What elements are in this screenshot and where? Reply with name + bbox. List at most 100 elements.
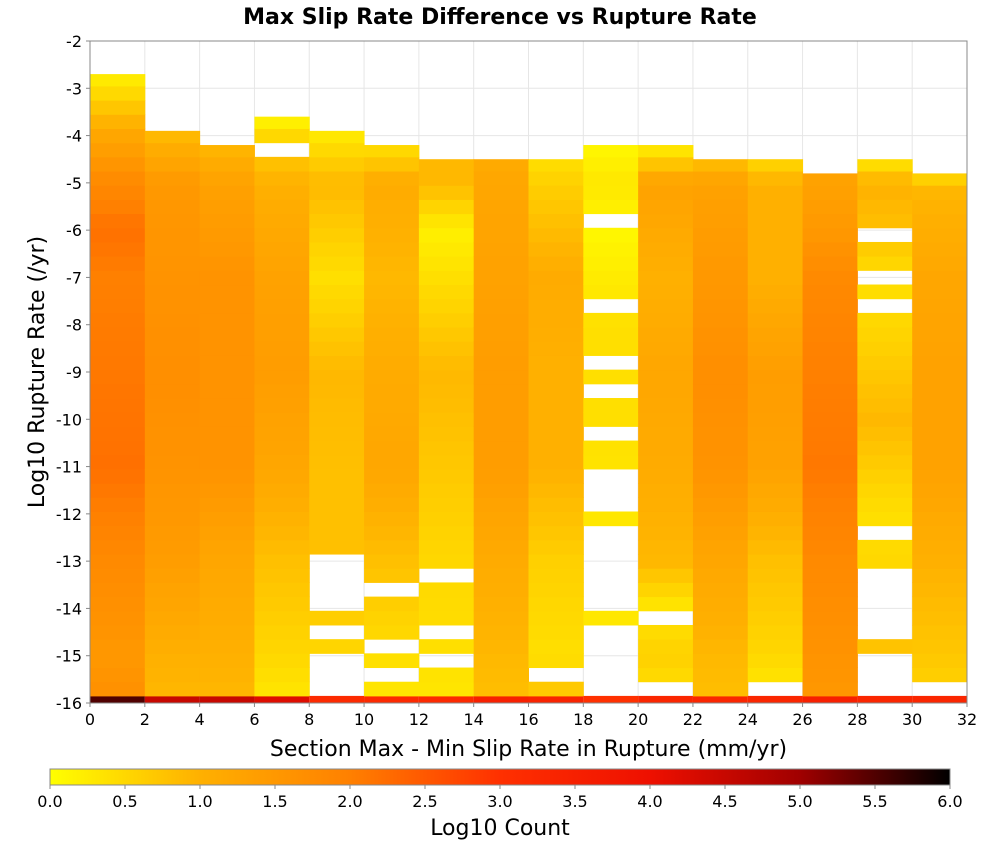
y-tick-label: -11 bbox=[56, 458, 82, 477]
heatmap-cell bbox=[144, 426, 201, 442]
heatmap-cell bbox=[418, 383, 475, 399]
heatmap-cell bbox=[802, 440, 858, 456]
heatmap-cell bbox=[309, 156, 365, 172]
heatmap-cell bbox=[418, 667, 475, 683]
heatmap-cell bbox=[90, 383, 146, 399]
heatmap-cell bbox=[144, 554, 201, 569]
heatmap-cell bbox=[857, 159, 913, 172]
heatmap-cell bbox=[144, 241, 201, 257]
heatmap-cell bbox=[144, 440, 201, 456]
colorbar-ticks: 0.0 0.5 1.0 1.5 2.0 2.5 3.0 3.5 4.0 4.5 5.0 5.5 6.0 bbox=[37, 785, 963, 811]
heatmap-cell bbox=[528, 525, 584, 541]
heatmap-cell bbox=[309, 171, 365, 186]
heatmap-cell bbox=[912, 653, 968, 669]
heatmap-cell bbox=[912, 539, 968, 555]
heatmap-cell bbox=[747, 270, 804, 286]
heatmap-cell bbox=[857, 199, 913, 215]
heatmap-cell bbox=[857, 398, 913, 413]
heatmap-cell bbox=[912, 369, 968, 385]
heatmap-cell bbox=[528, 159, 584, 172]
heatmap-cell bbox=[90, 114, 146, 129]
heatmap-cell bbox=[802, 610, 858, 626]
heatmap-cell bbox=[254, 497, 310, 512]
heatmap-cell bbox=[528, 568, 584, 583]
heatmap-cell bbox=[90, 355, 146, 371]
heatmap-cell bbox=[638, 568, 694, 583]
heatmap-cell bbox=[638, 312, 694, 328]
heatmap-cell bbox=[254, 241, 310, 257]
heatmap-cell bbox=[254, 681, 310, 697]
heatmap-cell bbox=[692, 554, 749, 569]
heatmap-cell bbox=[583, 412, 639, 427]
heatmap-cell bbox=[747, 213, 804, 229]
heatmap-cell bbox=[90, 270, 146, 286]
heatmap-cell bbox=[364, 525, 420, 541]
heatmap-cell bbox=[638, 298, 694, 314]
heatmap-cell bbox=[364, 695, 419, 703]
heatmap-cell bbox=[199, 241, 255, 257]
heatmap-cell bbox=[418, 213, 475, 229]
heatmap-cell bbox=[802, 468, 858, 484]
heatmap-cell bbox=[90, 85, 146, 101]
heatmap-cell bbox=[199, 327, 255, 342]
heatmap-cell bbox=[254, 426, 310, 442]
heatmap-cell bbox=[309, 369, 365, 385]
heatmap-cell bbox=[309, 497, 365, 512]
heatmap-cell bbox=[418, 426, 475, 442]
heatmap-cell bbox=[638, 412, 694, 427]
heatmap-cell bbox=[199, 369, 255, 385]
heatmap-cell bbox=[692, 383, 749, 399]
heatmap-cell bbox=[747, 596, 804, 612]
heatmap-cell bbox=[199, 145, 255, 158]
y-axis-label: Log10 Rupture Rate (/yr) bbox=[25, 236, 50, 508]
heatmap-cell bbox=[309, 454, 365, 470]
heatmap-cell bbox=[473, 454, 529, 470]
heatmap-cell bbox=[583, 440, 639, 456]
heatmap-cell bbox=[418, 454, 475, 470]
heatmap-cell bbox=[692, 511, 749, 527]
x-axis-ticks: 0 2 4 6 8 10 12 14 16 18 20 22 24 26 28 30 32 bbox=[85, 703, 977, 729]
heatmap-cell bbox=[254, 539, 310, 555]
heatmap-cell bbox=[309, 695, 365, 703]
heatmap-cell bbox=[309, 298, 365, 314]
heatmap-cell bbox=[583, 511, 639, 527]
colorbar-tick-label: 2.5 bbox=[412, 792, 437, 811]
heatmap-cell bbox=[90, 398, 146, 413]
heatmap-cell bbox=[747, 398, 804, 413]
heatmap-cell bbox=[418, 284, 475, 300]
heatmap-cell bbox=[912, 227, 968, 243]
heatmap-cell bbox=[199, 454, 255, 470]
heatmap-cell bbox=[473, 213, 529, 229]
heatmap-cell bbox=[199, 227, 255, 243]
heatmap-cell bbox=[473, 355, 529, 371]
heatmap-cell bbox=[638, 624, 694, 640]
heatmap-cell bbox=[638, 497, 694, 512]
heatmap-cell bbox=[90, 554, 146, 569]
heatmap-cell bbox=[144, 497, 201, 512]
heatmap-cell bbox=[473, 525, 529, 541]
heatmap-cell bbox=[802, 596, 858, 612]
heatmap-cell bbox=[90, 454, 146, 470]
heatmap-cell bbox=[364, 298, 420, 314]
heatmap-cell bbox=[418, 185, 475, 200]
heatmap-cell bbox=[144, 341, 201, 356]
heatmap-cell bbox=[418, 241, 475, 257]
heatmap-cell bbox=[912, 610, 968, 626]
y-axis-ticks: -2 -3 -4 -5 -6 -7 -8 -9 -10 -11 -12 -13 -14 -15 -16 bbox=[56, 32, 90, 713]
heatmap-cell bbox=[692, 440, 749, 456]
heatmap-cell bbox=[638, 355, 694, 371]
heatmap-cell bbox=[528, 426, 584, 442]
heatmap-cell bbox=[747, 695, 803, 703]
heatmap-cell bbox=[90, 341, 146, 356]
heatmap-cell bbox=[254, 312, 310, 328]
heatmap-cell bbox=[528, 412, 584, 427]
heatmap-cell bbox=[802, 454, 858, 470]
heatmap-cell bbox=[254, 256, 310, 271]
heatmap-cell bbox=[528, 185, 584, 200]
heatmap-cell bbox=[692, 483, 749, 498]
heatmap-cell bbox=[418, 369, 475, 385]
heatmap-cell bbox=[583, 199, 639, 215]
heatmap-cell bbox=[254, 355, 310, 371]
heatmap-cell bbox=[254, 199, 310, 215]
heatmap-cell bbox=[802, 525, 858, 541]
